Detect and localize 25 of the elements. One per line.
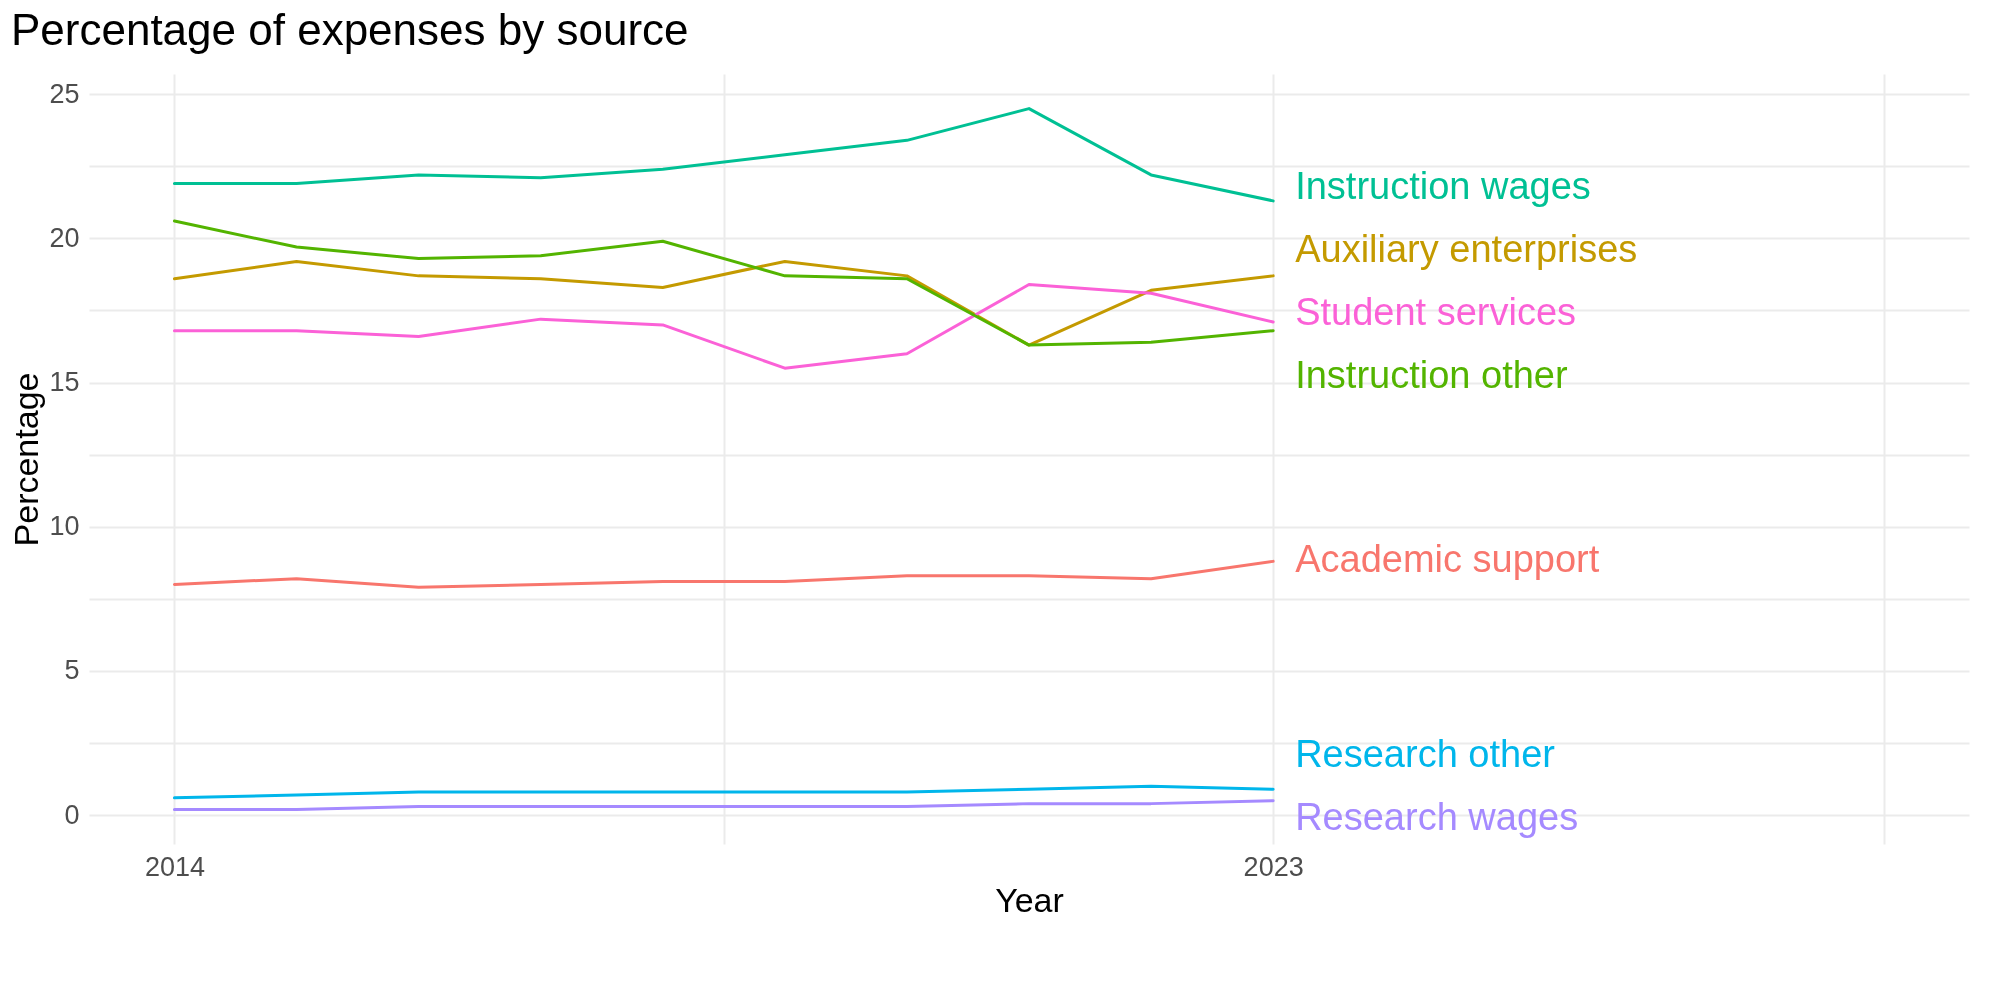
series-label: Instruction wages — [1295, 164, 1591, 207]
y-axis-title: Percentage — [7, 372, 46, 547]
x-axis-title: Year — [995, 880, 1064, 919]
y-tick-label: 25 — [49, 78, 80, 109]
y-tick-label: 20 — [49, 222, 80, 253]
series-label: Student services — [1295, 290, 1577, 333]
y-tick-label: 5 — [64, 655, 80, 686]
series-label: Auxiliary enterprises — [1295, 227, 1638, 270]
series-label: Research wages — [1295, 795, 1579, 838]
y-tick-label: 15 — [49, 367, 80, 398]
line-series — [172, 283, 1275, 370]
series-label: Academic support — [1295, 538, 1600, 581]
chart-title: Percentage of expenses by source — [10, 5, 689, 54]
series-label: Research other — [1295, 732, 1556, 775]
line-series — [172, 799, 1275, 811]
y-tick-label: 0 — [64, 799, 80, 830]
y-tick-label: 10 — [49, 511, 80, 542]
x-tick-label: 2023 — [1243, 851, 1304, 882]
series-label: Instruction other — [1295, 354, 1568, 397]
line-series — [172, 107, 1275, 203]
line-series — [172, 784, 1275, 800]
line-series — [172, 259, 1275, 347]
line-series — [172, 219, 1275, 347]
line-series — [172, 559, 1275, 589]
x-tick-label: 2014 — [144, 851, 205, 882]
